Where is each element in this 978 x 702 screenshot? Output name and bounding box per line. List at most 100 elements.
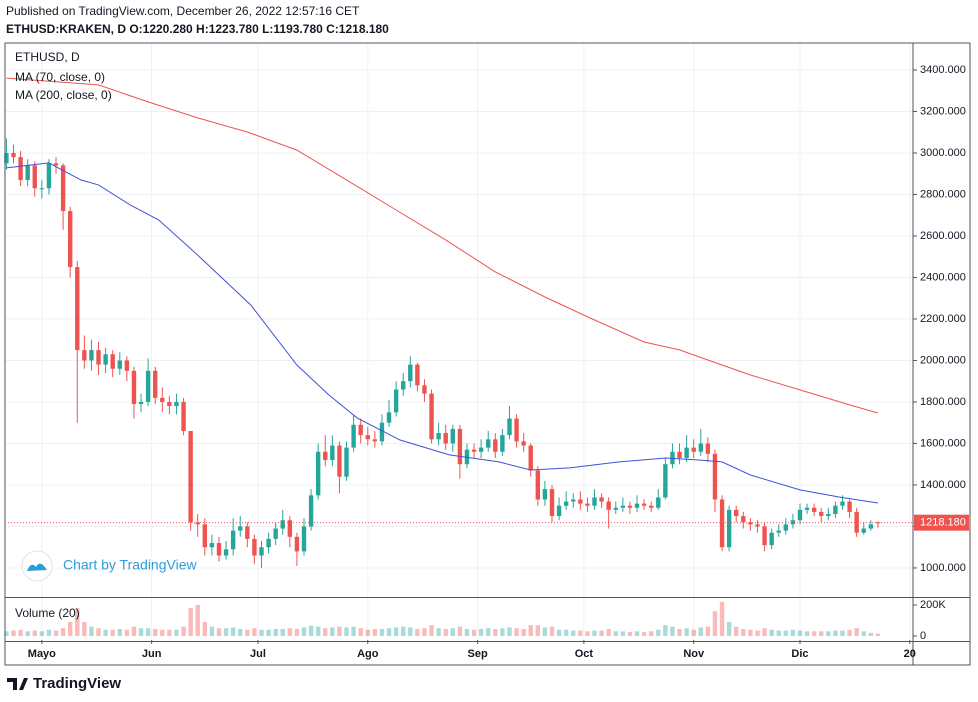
candle-body <box>535 470 541 500</box>
header-line: ETHUSD:KRAKEN, D O:1220.280 H:1223.780 L… <box>6 22 389 36</box>
volume-bar <box>103 629 108 636</box>
volume-bar <box>117 628 122 636</box>
volume-bar <box>535 625 541 636</box>
volume-bar <box>826 631 831 636</box>
candle-body <box>790 520 796 525</box>
candle-body <box>401 381 406 390</box>
candle-body <box>578 499 583 504</box>
candle-body <box>861 528 866 533</box>
candle-body <box>386 412 392 423</box>
volume-bar <box>762 628 767 636</box>
candle-body <box>25 165 30 180</box>
volume-bar <box>393 627 399 636</box>
candle-body <box>450 428 455 444</box>
candle-body <box>188 431 193 523</box>
candle-body <box>174 401 179 407</box>
volume-bar <box>486 628 491 636</box>
volume-bar <box>216 628 222 636</box>
candle-body <box>656 497 661 508</box>
volume-bar <box>776 630 781 636</box>
volume-bar <box>755 630 760 636</box>
volume-bar <box>691 629 696 636</box>
volume-bar <box>606 628 611 636</box>
candle-body <box>308 495 314 527</box>
candle-body <box>245 526 250 539</box>
volume-bar <box>677 628 682 636</box>
candle-body <box>436 433 441 440</box>
candle-body <box>493 439 498 452</box>
volume-bar <box>556 629 562 636</box>
watermark-logo <box>21 550 53 582</box>
volume-bar <box>372 628 378 636</box>
volume-bar <box>712 611 718 636</box>
y-tick-label: 2200.000 <box>920 313 966 325</box>
candle-body <box>726 509 732 548</box>
volume-bar <box>670 626 675 636</box>
volume-bar <box>195 604 200 636</box>
volume-bar <box>245 629 250 636</box>
candle-body <box>110 354 115 369</box>
volume-bar <box>656 629 661 636</box>
volume-bar <box>401 626 406 636</box>
y-tick-label: 3400.000 <box>920 64 966 76</box>
volume-bar <box>181 626 186 636</box>
candle-body <box>18 157 23 180</box>
volume-bar <box>273 628 278 636</box>
volume-bar <box>493 628 498 636</box>
volume-bar <box>110 629 115 636</box>
y-tick-label: 1600.000 <box>920 437 966 449</box>
x-tick-label: 20 <box>904 648 916 660</box>
candle-body <box>287 520 293 537</box>
volume-bar <box>358 628 363 636</box>
volume-bar <box>620 631 626 636</box>
candle-body <box>223 549 229 556</box>
legend-ma200: MA (200, close, 0) <box>15 88 112 102</box>
y-tick-label: 1000.000 <box>920 562 966 574</box>
candle-body <box>755 524 760 527</box>
candle-body <box>160 397 165 402</box>
volume-bar <box>500 628 505 636</box>
candle-body <box>344 447 349 477</box>
candle-body <box>556 505 562 517</box>
candle-body <box>337 445 342 477</box>
volume-bar <box>337 626 342 636</box>
volume-bar <box>436 628 441 636</box>
candle-body <box>663 464 668 498</box>
candle-body <box>734 509 739 517</box>
volume-bar <box>46 629 52 636</box>
candle-body <box>323 451 328 461</box>
volume-bar <box>408 627 413 636</box>
candle-body <box>542 489 548 500</box>
volume-bar <box>145 628 151 636</box>
brand-logo <box>7 678 28 690</box>
volume-bar <box>783 630 789 636</box>
x-tick-label: Sep <box>468 648 488 660</box>
volume-bar <box>287 628 293 636</box>
candle-body <box>422 385 427 394</box>
candle-body <box>500 435 505 452</box>
candle-body <box>351 424 356 448</box>
volume-bar <box>854 628 859 636</box>
volume-bar <box>719 601 725 636</box>
candle-body <box>429 393 434 440</box>
x-tick-label: Oct <box>575 648 594 660</box>
volume-bar <box>379 628 385 636</box>
published-line: Published on TradingView.com, December 2… <box>6 4 360 18</box>
candle-body <box>39 188 45 190</box>
volume-bar <box>698 627 703 636</box>
volume-bar <box>471 629 477 636</box>
candle-body <box>358 424 363 436</box>
candle-body <box>691 447 696 452</box>
volume-bar <box>443 628 448 636</box>
volume-bar <box>585 631 590 636</box>
candle-body <box>75 267 80 351</box>
candle-body <box>457 428 463 465</box>
volume-bar <box>39 631 45 636</box>
volume-bar <box>684 628 689 636</box>
volume-bar <box>160 629 165 636</box>
candle-body <box>854 511 859 533</box>
y-tick-label: 2800.000 <box>920 188 966 200</box>
y-tick-label: 3200.000 <box>920 105 966 117</box>
candle-body <box>53 163 59 166</box>
volume-bar <box>514 628 519 636</box>
